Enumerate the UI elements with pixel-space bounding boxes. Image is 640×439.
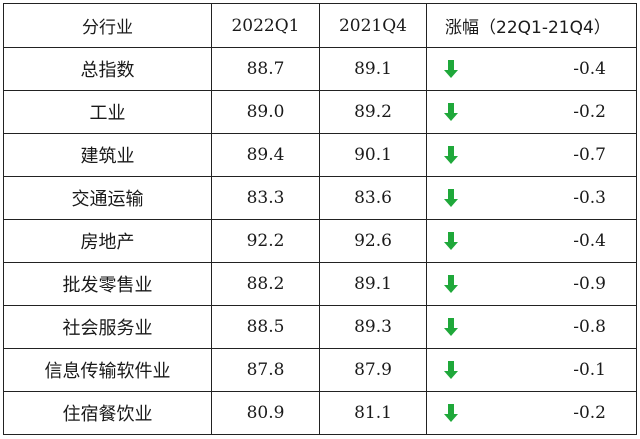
change-cell: -0.9 bbox=[426, 262, 637, 306]
industry-index-table: 分行业 2022Q1 2021Q4 涨幅（22Q1-21Q4） 总指数 88.7 8… bbox=[3, 3, 637, 435]
header-2021q4: 2021Q4 bbox=[319, 3, 427, 48]
down-arrow-icon bbox=[444, 404, 458, 422]
q4-value-cell: 89.3 bbox=[319, 305, 427, 349]
industry-cell: 交通运输 bbox=[3, 176, 212, 220]
down-arrow-icon bbox=[444, 275, 458, 293]
change-value: -0.3 bbox=[573, 188, 606, 208]
q1-value-cell: 88.5 bbox=[211, 305, 320, 349]
change-cell: -0.3 bbox=[426, 176, 637, 220]
table-row: 工业 89.0 89.2 -0.2 bbox=[3, 90, 637, 134]
change-cell: -0.2 bbox=[426, 391, 637, 435]
q4-value-cell: 90.1 bbox=[319, 133, 427, 177]
table-header-row: 分行业 2022Q1 2021Q4 涨幅（22Q1-21Q4） bbox=[3, 3, 637, 48]
change-cell: -0.2 bbox=[426, 90, 637, 134]
change-cell: -0.7 bbox=[426, 133, 637, 177]
table-row: 信息传输软件业 87.8 87.9 -0.1 bbox=[3, 348, 637, 392]
industry-cell: 批发零售业 bbox=[3, 262, 212, 306]
q4-value-cell: 89.1 bbox=[319, 262, 427, 306]
change-value: -0.7 bbox=[573, 145, 606, 165]
q1-value-cell: 87.8 bbox=[211, 348, 320, 392]
q1-value-cell: 89.4 bbox=[211, 133, 320, 177]
table-row: 社会服务业 88.5 89.3 -0.8 bbox=[3, 305, 637, 349]
table-row: 住宿餐饮业 80.9 81.1 -0.2 bbox=[3, 391, 637, 435]
change-value: -0.1 bbox=[573, 360, 606, 380]
header-2022q1: 2022Q1 bbox=[211, 3, 320, 48]
down-arrow-icon bbox=[444, 232, 458, 250]
table-row: 批发零售业 88.2 89.1 -0.9 bbox=[3, 262, 637, 306]
q4-value-cell: 81.1 bbox=[319, 391, 427, 435]
q1-value-cell: 88.2 bbox=[211, 262, 320, 306]
q1-value-cell: 92.2 bbox=[211, 219, 320, 263]
industry-cell: 工业 bbox=[3, 90, 212, 134]
industry-cell: 信息传输软件业 bbox=[3, 348, 212, 392]
down-arrow-icon bbox=[444, 361, 458, 379]
table-body: 总指数 88.7 89.1 -0.4 工业 89.0 89.2 -0.2 建筑业 89.4 90.1… bbox=[3, 47, 637, 435]
down-arrow-icon bbox=[444, 103, 458, 121]
header-change: 涨幅（22Q1-21Q4） bbox=[426, 3, 637, 48]
q4-value-cell: 87.9 bbox=[319, 348, 427, 392]
change-value: -0.8 bbox=[573, 317, 606, 337]
industry-cell: 住宿餐饮业 bbox=[3, 391, 212, 435]
down-arrow-icon bbox=[444, 146, 458, 164]
down-arrow-icon bbox=[444, 189, 458, 207]
table-row: 总指数 88.7 89.1 -0.4 bbox=[3, 47, 637, 91]
down-arrow-icon bbox=[444, 60, 458, 78]
change-value: -0.4 bbox=[573, 59, 606, 79]
q4-value-cell: 89.1 bbox=[319, 47, 427, 91]
industry-cell: 建筑业 bbox=[3, 133, 212, 177]
header-industry: 分行业 bbox=[3, 3, 212, 48]
change-value: -0.2 bbox=[573, 102, 606, 122]
change-value: -0.4 bbox=[573, 231, 606, 251]
table-row: 建筑业 89.4 90.1 -0.7 bbox=[3, 133, 637, 177]
q1-value-cell: 83.3 bbox=[211, 176, 320, 220]
table-row: 交通运输 83.3 83.6 -0.3 bbox=[3, 176, 637, 220]
industry-cell: 房地产 bbox=[3, 219, 212, 263]
q1-value-cell: 88.7 bbox=[211, 47, 320, 91]
change-cell: -0.8 bbox=[426, 305, 637, 349]
q4-value-cell: 92.6 bbox=[319, 219, 427, 263]
change-cell: -0.1 bbox=[426, 348, 637, 392]
change-value: -0.9 bbox=[573, 274, 606, 294]
industry-cell: 总指数 bbox=[3, 47, 212, 91]
change-value: -0.2 bbox=[573, 403, 606, 423]
q1-value-cell: 89.0 bbox=[211, 90, 320, 134]
q4-value-cell: 83.6 bbox=[319, 176, 427, 220]
change-cell: -0.4 bbox=[426, 219, 637, 263]
table-row: 房地产 92.2 92.6 -0.4 bbox=[3, 219, 637, 263]
industry-cell: 社会服务业 bbox=[3, 305, 212, 349]
q4-value-cell: 89.2 bbox=[319, 90, 427, 134]
down-arrow-icon bbox=[444, 318, 458, 336]
change-cell: -0.4 bbox=[426, 47, 637, 91]
q1-value-cell: 80.9 bbox=[211, 391, 320, 435]
